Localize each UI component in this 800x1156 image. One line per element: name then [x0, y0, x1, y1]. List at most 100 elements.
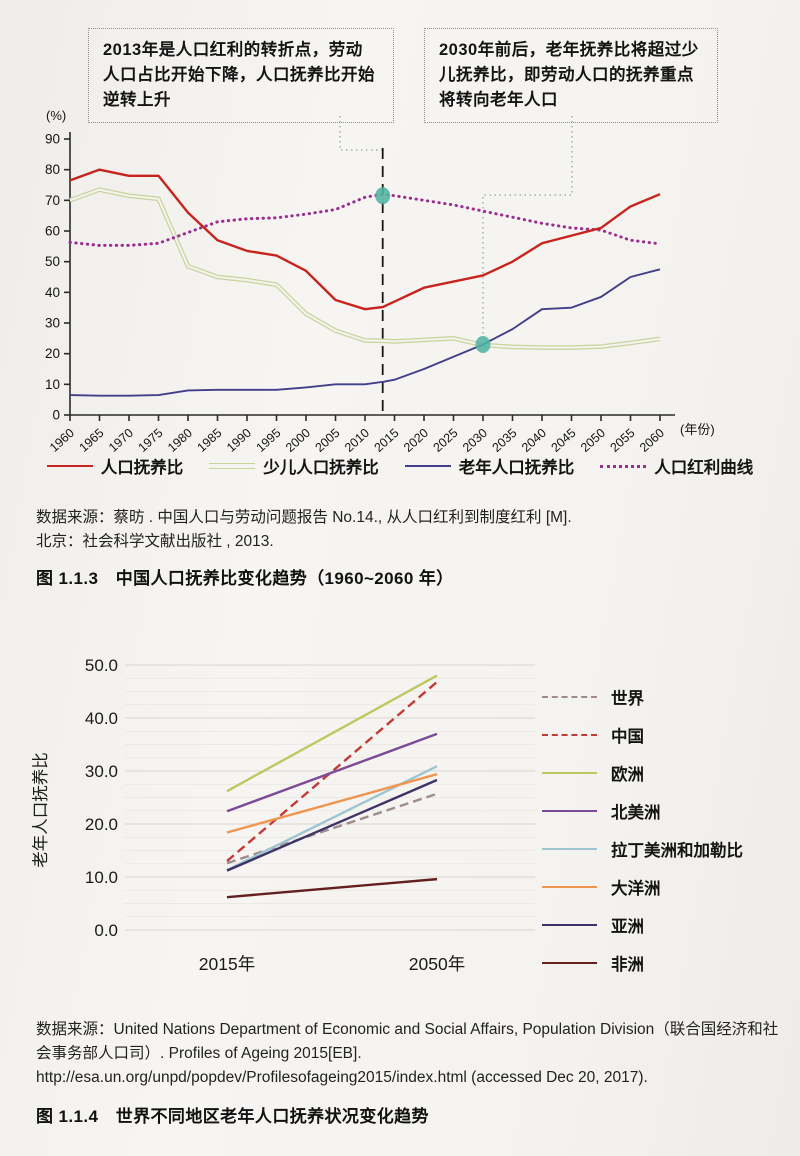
svg-text:2040: 2040 [519, 426, 549, 455]
legend-item-africa: 非洲 [542, 944, 743, 982]
svg-text:50: 50 [45, 254, 60, 269]
series-africa [226, 877, 438, 899]
legend-label: 老年人口抚养比 [458, 459, 575, 477]
chart2-y-axis-title: 老年人口抚养比 [32, 752, 50, 868]
x-unit-label: (年份) [680, 422, 715, 437]
annotation-box-2030-crossover: 2030年前后，老年抚养比将超过少儿抚养比，即劳动人口的抚养重点将转向老年人口 [424, 28, 718, 124]
svg-text:2060: 2060 [637, 426, 667, 455]
svg-text:80: 80 [45, 162, 60, 177]
svg-text:1965: 1965 [76, 426, 106, 455]
dividend-curve-swatch [600, 464, 647, 468]
legend-label: 亚洲 [611, 918, 644, 936]
svg-text:2055: 2055 [607, 426, 637, 455]
marker-2030 [475, 335, 491, 353]
svg-text:2025: 2025 [430, 426, 460, 455]
annotation-box-2013-turning-point: 2013年是人口红利的转折点，劳动人口占比开始下降，人口抚养比开始逆转上升 [88, 28, 394, 124]
total-dependency-swatch [46, 465, 93, 467]
series-child-dependency [69, 187, 661, 350]
source-line: 北京：社会科学文献出版社 , 2013. [36, 533, 274, 551]
legend-label: 非洲 [611, 956, 644, 974]
latin-america-caribbean-swatch [542, 848, 597, 850]
category-label: 2050年 [409, 954, 465, 974]
chart1-source: 数据来源：蔡昉 . 中国人口与劳动问题报告 No.14., 从人口红利到制度红利… [36, 506, 776, 554]
series-china [226, 681, 438, 863]
svg-text:2005: 2005 [312, 426, 342, 455]
svg-text:40: 40 [45, 285, 60, 300]
world-elderly-dependency-chart: 0.0 10.0 20.0 30.0 40.0 50.0 2015年 2050年 [85, 656, 535, 974]
china-swatch [542, 734, 597, 736]
oceania-swatch [542, 886, 597, 888]
svg-text:2000: 2000 [283, 426, 313, 455]
africa-swatch [542, 962, 597, 964]
marker-2013 [375, 187, 391, 205]
annotation-connector-2013 [339, 116, 383, 151]
europe-swatch [542, 772, 597, 774]
series-dividend-curve [68, 192, 662, 247]
chart1-caption: 图 1.1.3 中国人口抚养比变化趋势（1960~2060 年） [36, 569, 454, 588]
legend-label: 人口红利曲线 [654, 459, 754, 477]
svg-text:1985: 1985 [194, 426, 224, 455]
series-asia [226, 778, 438, 872]
legend-item-elderly-dependency: 老年人口抚养比 [404, 454, 575, 478]
series-total-dependency [69, 168, 661, 311]
svg-text:70: 70 [45, 193, 60, 208]
legend-label: 北美洲 [611, 804, 661, 822]
svg-text:1970: 1970 [106, 426, 136, 455]
svg-text:20.0: 20.0 [85, 815, 118, 834]
svg-text:2030: 2030 [460, 426, 490, 455]
svg-text:0.0: 0.0 [94, 921, 118, 940]
legend-item-asia: 亚洲 [542, 906, 743, 944]
legend-item-dividend-curve: 人口红利曲线 [600, 454, 753, 478]
svg-text:2035: 2035 [489, 426, 519, 455]
legend-label: 世界 [611, 690, 644, 708]
series-europe [226, 674, 438, 793]
legend-label: 少儿人口抚养比 [263, 459, 379, 477]
svg-text:1995: 1995 [253, 426, 283, 455]
svg-text:10.0: 10.0 [85, 868, 118, 887]
child-dependency-swatch [209, 463, 256, 469]
category-label: 2015年 [199, 954, 255, 974]
legend-item-china: 中国 [542, 716, 743, 754]
svg-text:2020: 2020 [401, 426, 431, 455]
svg-text:2015: 2015 [371, 426, 401, 455]
svg-text:2045: 2045 [548, 426, 578, 455]
asia-swatch [542, 924, 597, 926]
svg-text:2050: 2050 [578, 426, 608, 455]
series-elderly-dependency [69, 268, 661, 397]
legend-item-world: 世界 [542, 678, 743, 716]
legend-item-oceania: 大洋洲 [542, 868, 743, 906]
legend-item-child-dependency: 少儿人口抚养比 [209, 454, 379, 478]
svg-text:60: 60 [45, 224, 60, 239]
svg-text:2010: 2010 [342, 426, 372, 455]
svg-text:30.0: 30.0 [85, 762, 118, 781]
legend-item-north-america: 北美洲 [542, 792, 743, 830]
legend-label: 人口抚养比 [100, 459, 184, 477]
svg-text:10: 10 [45, 377, 60, 392]
north-america-swatch [542, 810, 597, 812]
y-unit-label: (%) [46, 108, 66, 123]
svg-text:1980: 1980 [165, 426, 195, 455]
svg-text:1975: 1975 [135, 426, 165, 455]
svg-text:1960: 1960 [47, 426, 77, 455]
legend-item-europe: 欧洲 [542, 754, 743, 792]
chart2-source: 数据来源：United Nations Department of Econom… [36, 1021, 779, 1087]
legend-label: 中国 [611, 728, 644, 746]
svg-text:0: 0 [52, 408, 60, 423]
chart2-legend: 世界中国欧洲北美洲拉丁美洲和加勒比 大洋洲亚洲非洲 [542, 678, 743, 982]
svg-text:50.0: 50.0 [85, 656, 118, 675]
legend-label: 欧洲 [611, 766, 644, 784]
world-swatch [542, 696, 597, 698]
series-oceania [226, 773, 438, 834]
series-north-america [226, 732, 438, 813]
chart1-legend: 人口抚养比 少儿人口抚养比 老年人口抚养比 人口红利曲线 [0, 454, 800, 478]
chart2-caption: 图 1.1.4 世界不同地区老年人口抚养状况变化趋势 [36, 1107, 429, 1126]
elderly-dependency-swatch [404, 465, 451, 467]
legend-item-latin-america-caribbean: 拉丁美洲和加勒比 [542, 830, 743, 868]
svg-text:90: 90 [45, 132, 60, 147]
source-line: 数据来源：蔡昉 . 中国人口与劳动问题报告 No.14., 从人口红利到制度红利… [36, 509, 572, 526]
legend-label: 拉丁美洲和加勒比 [611, 842, 743, 860]
legend-item-total-dependency: 人口抚养比 [46, 454, 184, 478]
legend-label: 大洋洲 [611, 880, 661, 898]
